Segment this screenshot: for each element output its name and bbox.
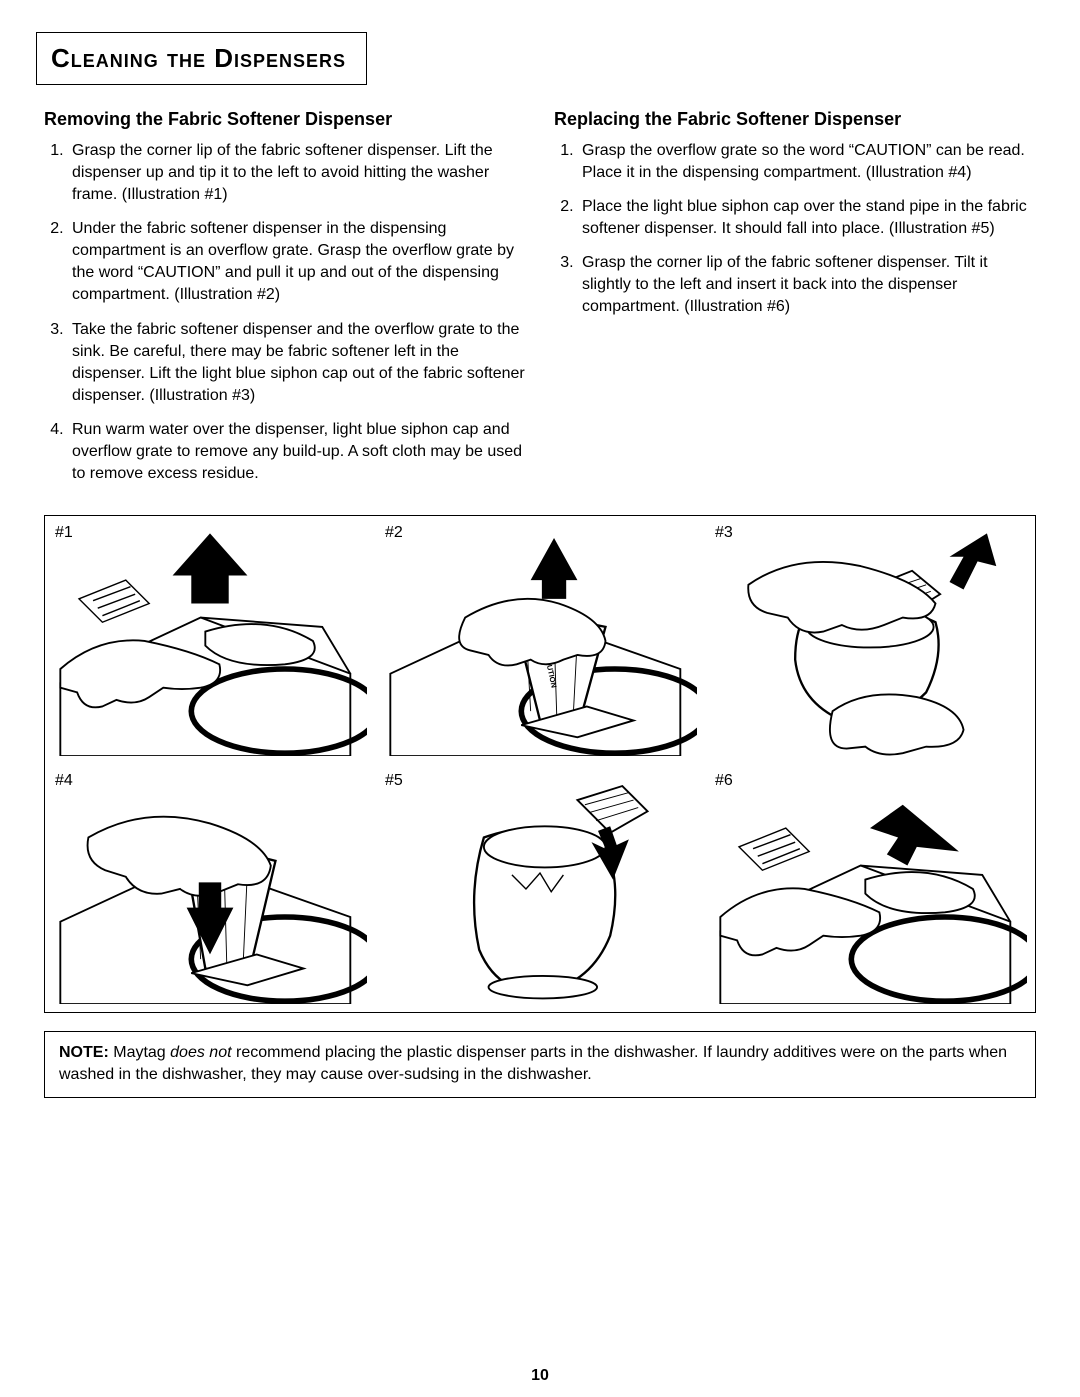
- illus-4-svg: CAUTION: [53, 772, 367, 1004]
- illus-label: #5: [385, 772, 403, 790]
- list-item: Place the light blue siphon cap over the…: [578, 196, 1036, 240]
- note-italic: does not: [170, 1044, 231, 1061]
- illustration-1: #1: [45, 516, 375, 764]
- section1-list: Grasp the corner lip of the fabric softe…: [44, 140, 526, 485]
- note-box: NOTE: Maytag does not recommend placing …: [44, 1031, 1036, 1098]
- illus-6-svg: [713, 772, 1027, 1004]
- illus-label: #3: [715, 524, 733, 542]
- note-brand-text: Maytag: [113, 1044, 165, 1061]
- list-item: Take the fabric softener dispenser and t…: [68, 319, 526, 407]
- list-item: Under the fabric softener dispenser in t…: [68, 218, 526, 306]
- page-title: Cleaning the Dispensers: [51, 43, 346, 74]
- illus-label: #6: [715, 772, 733, 790]
- note-label: NOTE:: [59, 1044, 109, 1061]
- right-column: Replacing the Fabric Softener Dispenser …: [554, 109, 1036, 497]
- page-number: 10: [0, 1367, 1080, 1385]
- columns-container: Removing the Fabric Softener Dispenser G…: [44, 109, 1036, 497]
- illustration-3: #3: [705, 516, 1035, 764]
- left-column: Removing the Fabric Softener Dispenser G…: [44, 109, 526, 497]
- illustration-2: #2 CAUTION: [375, 516, 705, 764]
- illus-1-svg: [53, 524, 367, 756]
- illus-3-svg: [713, 524, 1027, 756]
- illus-2-svg: CAUTION: [383, 524, 697, 756]
- list-item: Grasp the corner lip of the fabric softe…: [578, 252, 1036, 318]
- illus-label: #1: [55, 524, 73, 542]
- section2-heading: Replacing the Fabric Softener Dispenser: [554, 109, 1036, 130]
- illus-5-svg: [383, 772, 697, 1004]
- list-item: Grasp the overflow grate so the word “CA…: [578, 140, 1036, 184]
- illustration-6: #6: [705, 764, 1035, 1012]
- title-container: Cleaning the Dispensers: [36, 32, 367, 85]
- section1-heading: Removing the Fabric Softener Dispenser: [44, 109, 526, 130]
- illus-label: #4: [55, 772, 73, 790]
- list-item: Run warm water over the dispenser, light…: [68, 419, 526, 485]
- list-item: Grasp the corner lip of the fabric softe…: [68, 140, 526, 206]
- illustration-4: #4 CAUTION: [45, 764, 375, 1012]
- illus-label: #2: [385, 524, 403, 542]
- section2-list: Grasp the overflow grate so the word “CA…: [554, 140, 1036, 319]
- illustrations-grid: #1 #2 CAUTION #3: [44, 515, 1036, 1013]
- illustration-5: #5: [375, 764, 705, 1012]
